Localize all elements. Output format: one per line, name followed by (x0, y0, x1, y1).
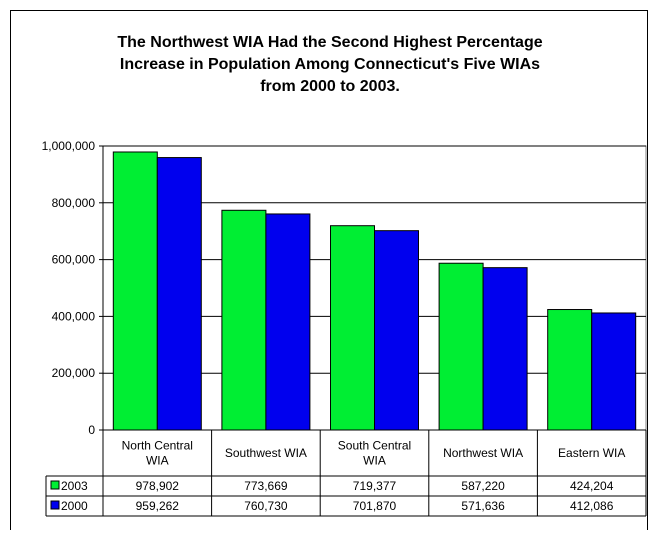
legend-key-2000 (50, 500, 60, 510)
data-label-2003: 719,377 (353, 479, 397, 493)
category-label: Southwest WIA (225, 446, 307, 460)
data-label-2000: 959,262 (136, 499, 180, 513)
legend-key-2003 (50, 480, 60, 490)
bar-2000 (265, 213, 311, 431)
y-tick-label: 0 (88, 423, 95, 437)
chart-title-line-3: from 2000 to 2003. (260, 78, 400, 95)
legend-label-2003: 2003 (61, 479, 88, 493)
y-tick-label: 1,000,000 (42, 139, 96, 153)
chart-frame (10, 10, 648, 530)
bar-2003 (221, 209, 267, 431)
data-label-2000: 412,086 (570, 499, 614, 513)
data-label-2003: 978,902 (136, 479, 180, 493)
bar-2003 (330, 225, 375, 431)
y-tick-label: 200,000 (52, 366, 96, 380)
chart-title-line-2: Increase in Population Among Connecticut… (119, 56, 541, 73)
data-label-2003: 587,220 (461, 479, 505, 493)
data-label-2000: 571,636 (461, 499, 505, 513)
bar-2003 (547, 309, 593, 431)
data-label-2003: 773,669 (244, 479, 288, 493)
category-label: North Central (122, 439, 193, 453)
data-label-2000: 701,870 (353, 499, 397, 513)
bar-2003 (112, 151, 158, 431)
category-label: WIA (146, 454, 169, 468)
chart-title-line-1: The Northwest WIA Had the Second Highest… (117, 34, 543, 51)
data-label-2003: 424,204 (570, 479, 614, 493)
chart-title: The Northwest WIA Had the Second Highest… (0, 32, 660, 98)
bar-2000 (591, 312, 637, 431)
category-label: WIA (363, 454, 386, 468)
bar-2000 (374, 230, 419, 431)
legend-label-2000: 2000 (61, 499, 88, 513)
data-label-2000: 760,730 (244, 499, 288, 513)
category-label: Eastern WIA (558, 446, 625, 460)
bar-2000 (482, 267, 528, 431)
bar-2000 (156, 157, 202, 431)
category-label: South Central (338, 439, 411, 453)
bar-2003 (438, 262, 484, 431)
y-tick-label: 800,000 (52, 196, 96, 210)
category-label: Northwest WIA (443, 446, 523, 460)
y-tick-label: 400,000 (52, 309, 96, 323)
y-tick-label: 600,000 (52, 253, 96, 267)
